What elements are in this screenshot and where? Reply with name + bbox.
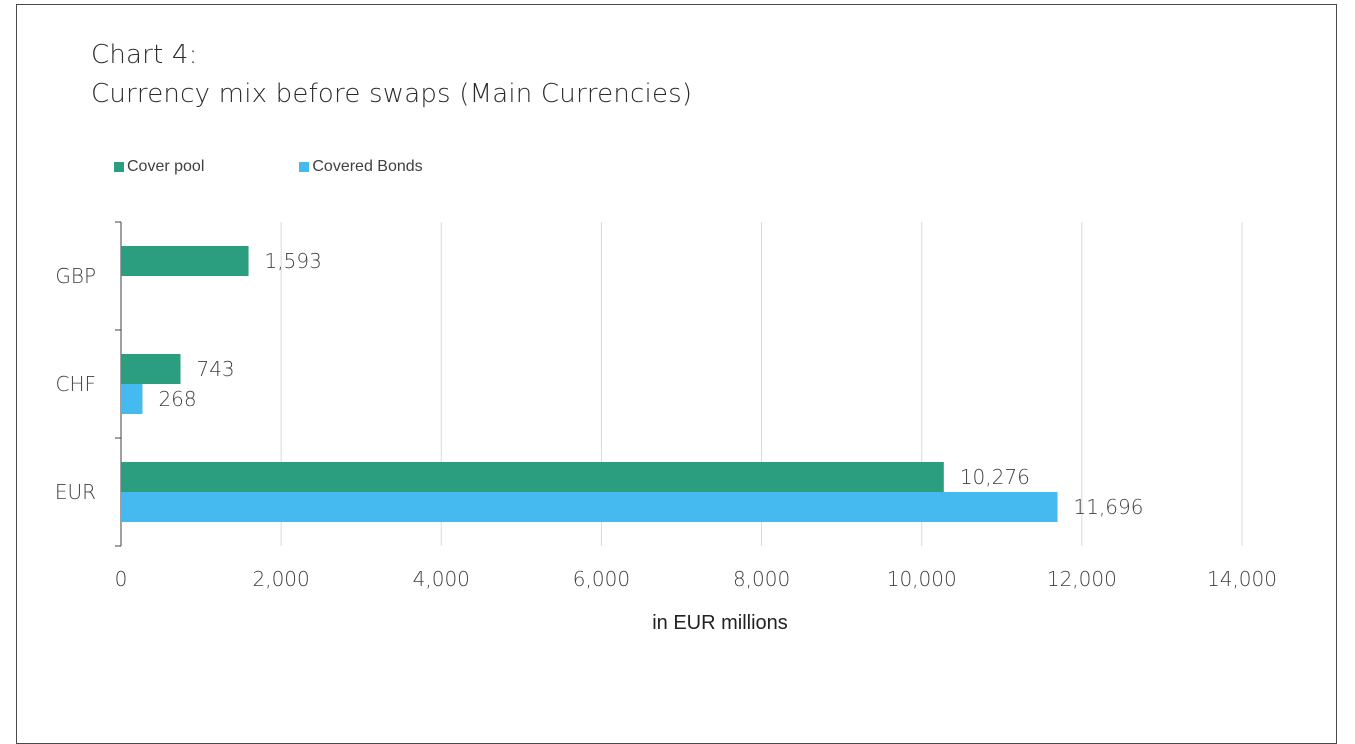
- bar-covered-bonds-chf: [121, 384, 143, 414]
- x-tick-label: 0: [115, 567, 128, 591]
- y-category-label: EUR: [55, 480, 96, 504]
- chart-subtitle: Currency mix before swaps (Main Currenci…: [91, 79, 693, 109]
- x-tick-label: 14,000: [1207, 567, 1277, 591]
- chart-title: Chart 4:: [91, 40, 198, 70]
- data-label: 11,696: [1074, 495, 1144, 519]
- legend-label-cover-pool: Cover pool: [127, 158, 205, 175]
- x-tick-label: 8,000: [733, 567, 790, 591]
- legend-swatch-cover-pool: [114, 162, 124, 172]
- data-label: 743: [196, 357, 234, 381]
- data-label: 10,276: [960, 465, 1030, 489]
- bar-cover-pool-eur: [121, 462, 944, 492]
- x-tick-label: 6,000: [573, 567, 630, 591]
- legend-swatch-covered-bonds: [299, 162, 310, 172]
- x-tick-label: 2,000: [253, 567, 310, 591]
- chart-plot: 0 2,000 4,000 6,000 8,000 10,000 12,000 14,000 G…: [55, 221, 1277, 591]
- legend-item-cover-pool: Cover pool: [114, 158, 204, 176]
- data-label: 1,593: [265, 249, 322, 273]
- bar-covered-bonds-eur: [121, 492, 1058, 522]
- bar-cover-pool-chf: [121, 354, 181, 384]
- x-axis-title: in EUR millions: [652, 612, 788, 634]
- x-tick-label: 4,000: [413, 567, 470, 591]
- legend-label-covered-bonds: Covered Bonds: [312, 158, 423, 175]
- chart-legend: Cover pool Covered Bonds: [114, 158, 423, 176]
- y-category-label: CHF: [55, 372, 96, 396]
- data-label: 268: [158, 387, 196, 411]
- x-tick-label: 10,000: [887, 567, 957, 591]
- x-tick-label: 12,000: [1047, 567, 1117, 591]
- legend-item-covered-bonds: Covered Bonds: [299, 158, 423, 176]
- bar-cover-pool-gbp: [121, 246, 249, 276]
- y-category-label: GBP: [55, 264, 96, 288]
- chart-frame: [16, 4, 1337, 744]
